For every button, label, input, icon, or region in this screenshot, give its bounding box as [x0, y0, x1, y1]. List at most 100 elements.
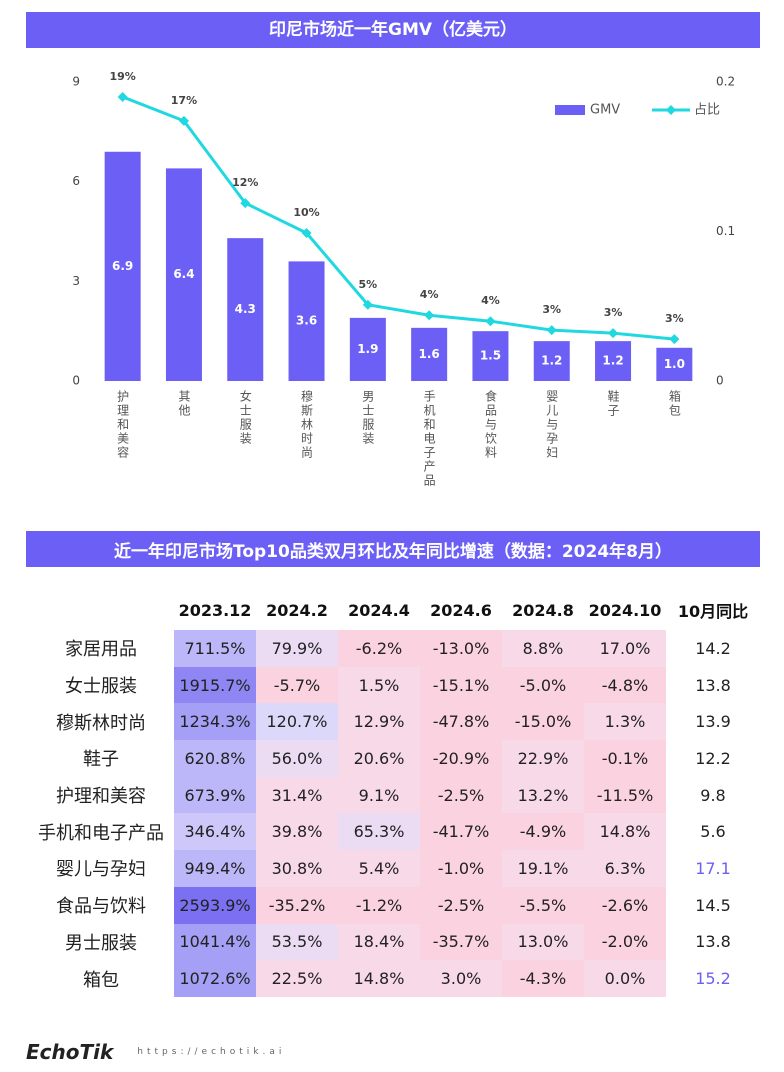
row: 手机和电子产品 346.4% 39.8% 65.3% -41.7% -4.9% 14.8% 5… [28, 813, 760, 851]
point-label: 5% [359, 278, 378, 291]
cell: -4.8% [584, 666, 666, 704]
column-header: 10月同比 [677, 602, 749, 621]
bar [288, 261, 325, 381]
cell: -15.0% [502, 703, 584, 741]
cell: 1.3% [584, 703, 666, 741]
cell: 13.9 [695, 712, 731, 732]
cell: -15.1% [420, 666, 502, 704]
line-marker [301, 227, 312, 238]
cell: 18.4% [338, 923, 420, 961]
x-tick-label: 食品与饮料 [483, 389, 497, 460]
y-tick-label: 6 [72, 174, 80, 188]
cell: -35.7% [420, 923, 502, 961]
column-header: 2024.4 [348, 600, 410, 620]
row-label: 女士服装 [65, 676, 137, 698]
cell: -4.3% [502, 960, 584, 997]
line-marker [485, 316, 496, 327]
bar [104, 151, 141, 381]
line-marker [117, 91, 128, 102]
line-marker [608, 328, 619, 339]
row: 穆斯林时尚 1234.3% 120.7% 12.9% -47.8% -15.0% 1.3% 1… [28, 703, 760, 741]
cell: 79.9% [256, 630, 338, 667]
cell: 13.2% [502, 776, 584, 814]
cell: 673.9% [174, 776, 256, 814]
point-label: 3% [542, 303, 561, 316]
bar-value-label: 1.0 [664, 357, 685, 371]
table-title: 近一年印尼市场Top10品类双月环比及年同比增速（数据：2024年8月） [26, 531, 760, 567]
line-marker [178, 115, 189, 126]
bar-value-label: 1.9 [357, 342, 378, 356]
row-label: 箱包 [83, 969, 119, 991]
url: https://echotik.ai [137, 1047, 286, 1057]
bar [472, 331, 509, 381]
cell: 120.7% [256, 703, 338, 741]
cell: -5.5% [502, 886, 584, 924]
x-tick-label: 女士服装 [238, 389, 252, 446]
row: 家居用品 711.5% 79.9% -6.2% -13.0% 8.8% 17.0% 14.2 [28, 630, 760, 667]
column-header: 2023.12 [178, 600, 252, 620]
row-label: 鞋子 [83, 749, 119, 771]
cell: -4.9% [502, 813, 584, 851]
bar-value-label: 4.3 [235, 302, 256, 316]
bar [165, 168, 202, 381]
point-label: 10% [293, 206, 319, 219]
bar [349, 317, 386, 381]
row-label: 食品与饮料 [56, 896, 146, 918]
cell: -20.9% [420, 740, 502, 777]
bar [595, 341, 632, 381]
cell: 1.5% [338, 666, 420, 704]
point-label: 17% [171, 94, 197, 107]
y-tick-label: 0 [72, 374, 80, 388]
cell: -2.6% [584, 886, 666, 924]
cell: -5.0% [502, 666, 584, 704]
x-tick-label: 穆斯林时尚 [300, 389, 314, 460]
cell: -2.5% [420, 886, 502, 924]
cell: 13.8 [695, 675, 731, 695]
cell: 3.0% [420, 960, 502, 997]
x-tick-label: 男士服装 [361, 390, 375, 446]
cell: -13.0% [420, 630, 502, 667]
cell: 14.8% [338, 960, 420, 997]
point-label: 3% [665, 312, 684, 325]
cell: 14.5 [695, 895, 731, 915]
x-tick-label: 鞋子 [606, 389, 620, 418]
cell: 65.3% [338, 813, 420, 851]
cell: 1041.4% [174, 923, 256, 961]
line-marker [362, 299, 373, 310]
cell: 1234.3% [174, 703, 256, 741]
row-label: 婴儿与孕妇 [56, 859, 146, 881]
row-label: 穆斯林时尚 [56, 712, 146, 734]
bar-value-label: 1.6 [419, 347, 440, 361]
y2-tick-label: 0 [716, 374, 724, 388]
row: 护理和美容 673.9% 31.4% 9.1% -2.5% 13.2% -11.5% 9.8 [28, 776, 760, 814]
cell: 6.3% [584, 850, 666, 887]
cell: -41.7% [420, 813, 502, 851]
column-header: 2024.6 [430, 600, 492, 620]
row: 箱包 1072.6% 22.5% 14.8% 3.0% -4.3% 0.0% 15.2 [28, 960, 760, 997]
x-tick-label: 其他 [177, 390, 191, 418]
cell: 39.8% [256, 813, 338, 851]
cell: 620.8% [174, 740, 256, 777]
cell: 9.8 [700, 785, 726, 805]
cell: 20.6% [338, 740, 420, 777]
cell: 8.8% [502, 630, 584, 667]
cell: -11.5% [584, 776, 666, 814]
cell: 53.5% [256, 923, 338, 961]
chart-title: 印尼市场近一年GMV（亿美元） [269, 19, 517, 40]
logo: EchoTik [26, 1040, 114, 1064]
row: 鞋子 620.8% 56.0% 20.6% -20.9% 22.9% -0.1% 12.2 [28, 740, 760, 777]
cell: 17.0% [584, 630, 666, 667]
point-label: 19% [109, 70, 135, 83]
cell: -47.8% [420, 703, 502, 741]
row: 食品与饮料 2593.9% -35.2% -1.2% -2.5% -5.5% -2.6% 14… [28, 886, 760, 924]
row-label: 护理和美容 [56, 786, 146, 808]
cell: -0.1% [584, 740, 666, 777]
cell: -5.7% [256, 666, 338, 704]
bar [533, 341, 570, 381]
row: 婴儿与孕妇 949.4% 30.8% 5.4% -1.0% 19.1% 6.3% 17.1 [28, 850, 760, 887]
cell: 22.9% [502, 740, 584, 777]
column-header: 2024.2 [266, 600, 328, 620]
bar-value-label: 1.2 [541, 354, 562, 368]
legend-swatch [666, 105, 676, 115]
cell: 346.4% [174, 813, 256, 851]
